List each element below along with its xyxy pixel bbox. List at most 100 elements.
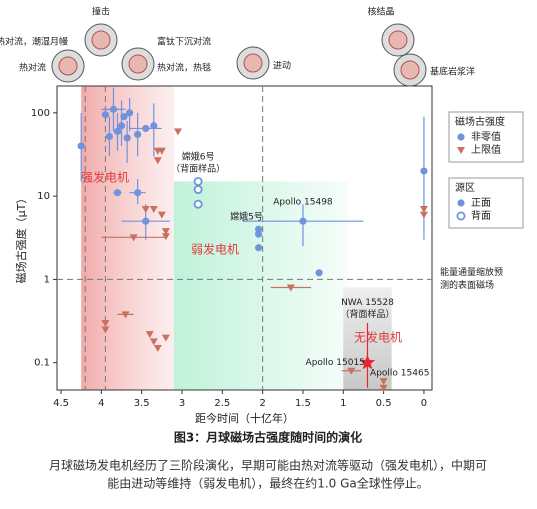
data-point [142, 217, 150, 225]
data-point [125, 109, 134, 117]
icon-label: 热对流，潮湿月幔 [0, 36, 68, 48]
data-point [161, 233, 170, 241]
data-point [379, 384, 388, 392]
y-tick-label: 10 [37, 191, 50, 202]
data-point [193, 176, 203, 186]
data-point [117, 122, 126, 130]
annotation: （背面样品） [171, 162, 225, 174]
x-tick-label: 1 [340, 398, 346, 409]
data-point [419, 211, 428, 219]
x-tick-label: 4.5 [53, 398, 69, 409]
region-label: 弱发电机 [191, 242, 239, 257]
data-point [129, 234, 138, 242]
annotation: NWA 15528 [341, 298, 394, 308]
paragraph-line: 月球磁场发电机经历了三阶段演化，早期可能由热对流等驱动（强发电机），中期可 [49, 458, 487, 473]
legend-title: 磁场古强度 [455, 115, 505, 128]
legend-marker [456, 211, 466, 221]
legend-label: 正面 [471, 198, 491, 209]
data-point [255, 230, 263, 238]
x-tick-label: 0.5 [376, 398, 392, 409]
paragraph-line: 能由进动等维持（弱发电机），最终在约1.0 Ga全球性停止。 [107, 476, 429, 491]
data-point [121, 311, 130, 319]
icon-label: 热对流 [19, 62, 46, 74]
annotation: （背面样品） [340, 308, 394, 320]
legend-label: 非零值 [471, 130, 501, 143]
x-tick-label: 2.5 [214, 398, 230, 409]
icon [91, 30, 111, 50]
legend-label: 背面 [471, 209, 491, 222]
icon-label: 热对流，热毯 [157, 62, 211, 74]
annotation: 嫦娥6号 [182, 150, 215, 162]
data-point [315, 269, 323, 277]
data-point [123, 134, 131, 142]
data-point [145, 331, 154, 339]
x-tick-label: 0 [421, 398, 427, 409]
y-tick-label: 0.1 [34, 358, 50, 369]
data-point [101, 326, 110, 334]
annotation: 嫦娥5号 [230, 211, 263, 223]
data-point [153, 345, 162, 353]
icon [58, 56, 78, 76]
icon [388, 30, 408, 50]
data-point [113, 189, 122, 197]
x-tick-label: 4 [98, 398, 104, 409]
data-point [153, 157, 162, 165]
data-point [77, 142, 85, 150]
annotation: Apollo 15015 [306, 358, 365, 368]
x-axis-label: 距今时间（十亿年） [195, 411, 294, 425]
icon-label: 撞击 [92, 6, 110, 18]
legend-title: 源区 [455, 181, 475, 194]
reference-label: 能量通量缩放预 [440, 266, 503, 278]
data-point [161, 334, 170, 342]
data-point [193, 185, 203, 195]
region [173, 181, 348, 390]
x-tick-label: 3.5 [134, 398, 150, 409]
data-point [141, 206, 150, 214]
x-tick-label: 2 [259, 398, 265, 409]
data-point [419, 206, 428, 214]
data-point [173, 128, 182, 136]
data-point [101, 319, 110, 327]
data-point [142, 124, 150, 133]
data-point [134, 130, 142, 139]
data-point [105, 132, 114, 141]
x-tick-label: 1.5 [295, 398, 311, 409]
icon [243, 53, 263, 73]
data-point [109, 105, 118, 113]
icon-label: 富钛下沉对流 [157, 36, 211, 48]
legend-marker [457, 147, 465, 154]
data-point [150, 122, 158, 130]
plot-frame [56, 85, 433, 391]
icon-label: 进动 [273, 61, 291, 72]
data-point [149, 206, 158, 214]
data-point [379, 378, 388, 386]
data-point [359, 354, 376, 370]
data-point [255, 244, 263, 252]
data-point [299, 217, 307, 225]
y-axis-label: 磁场古强度（μT） [14, 193, 28, 284]
data-point [157, 211, 166, 219]
legend-marker [457, 133, 465, 141]
y-tick-label: 100 [31, 108, 50, 119]
annotation: Apollo 15465 [370, 369, 429, 379]
legend-marker [457, 199, 465, 207]
region-label: 无发电机 [354, 330, 402, 345]
x-tick-label: 3 [179, 398, 185, 409]
data-point [157, 147, 166, 155]
reference-label: 测的表面磁场 [440, 279, 494, 291]
icon [400, 60, 420, 80]
data-point [113, 127, 122, 135]
legend-label: 上限值 [471, 143, 501, 156]
caption: 图3：月球磁场古强度随时间的演化 [174, 430, 362, 445]
data-point [420, 167, 428, 175]
icon-label: 基底岩浆洋 [430, 66, 475, 78]
legend-box [448, 111, 524, 163]
data-point [193, 199, 203, 209]
data-point [286, 284, 295, 292]
icon-label: 核结晶 [367, 6, 394, 18]
data-point [134, 189, 142, 197]
icon [128, 54, 148, 74]
data-point [101, 111, 109, 119]
data-point [347, 367, 356, 375]
